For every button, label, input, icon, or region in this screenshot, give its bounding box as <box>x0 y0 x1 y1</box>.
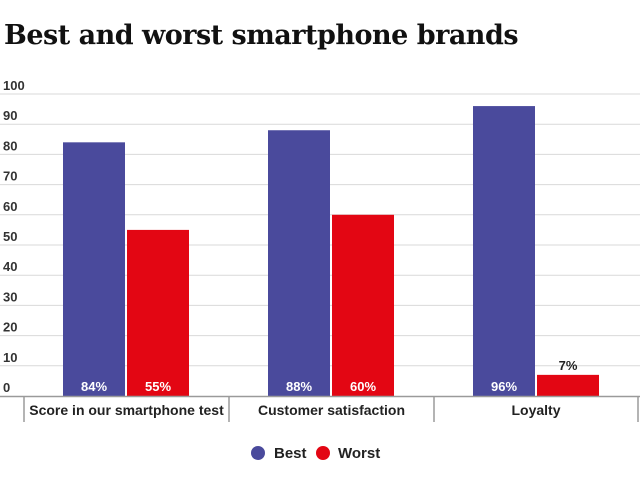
legend-label-best: Best <box>274 445 307 462</box>
y-tick-label: 70 <box>3 169 17 184</box>
chart-title: Best and worst smartphone brands <box>4 20 519 51</box>
x-category-label: Score in our smartphone test <box>29 402 224 418</box>
bar-worst <box>332 214 394 396</box>
bar-best <box>268 130 330 397</box>
bar-best <box>473 106 535 396</box>
y-tick-label: 100 <box>3 78 25 93</box>
y-tick-label: 50 <box>3 229 17 244</box>
y-tick-label: 0 <box>3 380 10 395</box>
data-label: 96% <box>491 379 517 394</box>
legend-marker-worst <box>316 446 330 460</box>
data-label: 60% <box>350 379 376 394</box>
y-tick-label: 30 <box>3 289 17 304</box>
bar-worst <box>127 229 189 396</box>
data-label: 55% <box>145 379 171 394</box>
bar-worst <box>537 374 599 396</box>
y-tick-label: 20 <box>3 320 17 335</box>
data-label: 84% <box>81 379 107 394</box>
legend-marker-best <box>251 446 265 460</box>
y-tick-label: 10 <box>3 350 17 365</box>
y-tick-label: 60 <box>3 199 17 214</box>
data-label: 7% <box>559 358 578 373</box>
data-label: 88% <box>286 379 312 394</box>
x-category-label: Loyalty <box>511 402 560 418</box>
x-category-label: Customer satisfaction <box>258 402 405 418</box>
y-tick-label: 90 <box>3 108 17 123</box>
legend-label-worst: Worst <box>338 445 380 462</box>
bar-best <box>63 142 125 396</box>
y-tick-label: 80 <box>3 138 17 153</box>
y-tick-label: 40 <box>3 259 17 274</box>
